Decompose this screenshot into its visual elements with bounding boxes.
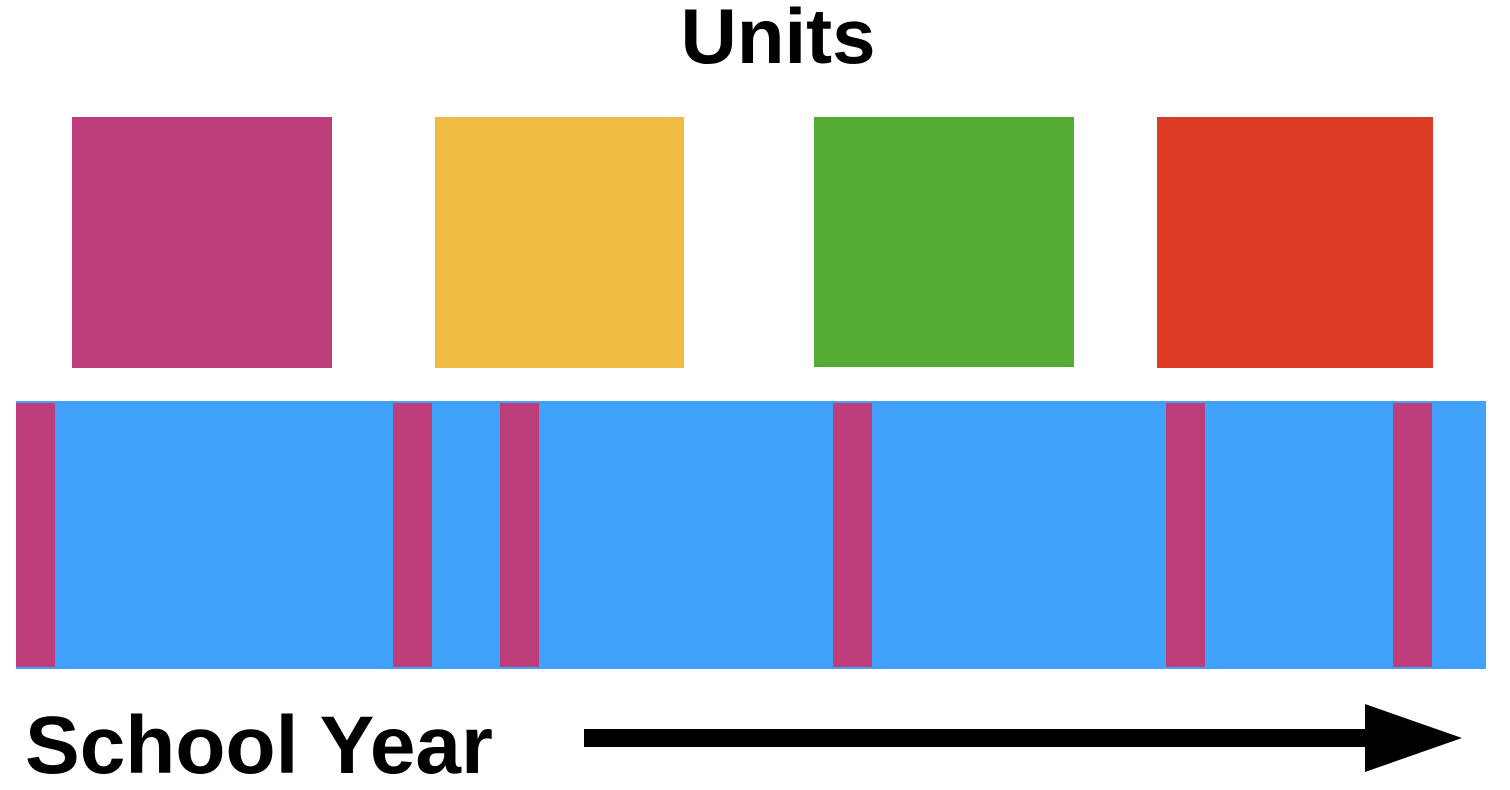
unit-marker-4 [833,403,872,667]
time-arrow-icon [584,704,1462,772]
unit-markers [16,403,1432,667]
unit-block-3 [814,117,1074,367]
unit-marker-2 [393,403,432,667]
unit-blocks [72,117,1433,368]
arrow-head [1365,704,1462,772]
axis-label: School Year [25,700,493,790]
unit-block-1 [72,117,332,368]
unit-marker-6 [1393,403,1432,667]
unit-block-4 [1157,117,1433,368]
unit-marker-1 [16,403,55,667]
unit-marker-5 [1166,403,1205,667]
unit-marker-3 [500,403,539,667]
unit-block-2 [435,117,684,368]
arrow-shaft [584,729,1367,747]
school-year-timeline [16,401,1486,669]
diagram-title: Units [681,0,876,80]
